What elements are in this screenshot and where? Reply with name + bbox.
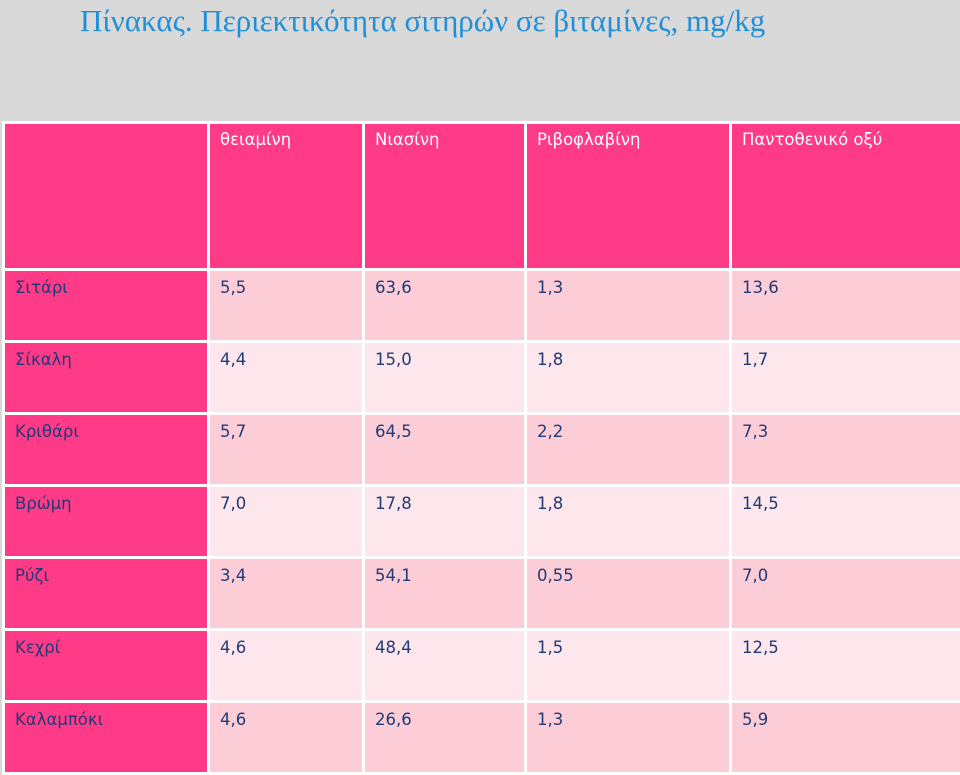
cell-niacin: 64,5 [364,414,526,486]
cell-pantothenic-acid: 1,7 [731,342,960,414]
row-label: Κριθάρι [4,414,209,486]
cell-pantothenic-acid: 14,5 [731,486,960,558]
table-row: Καλαμπόκι 4,6 26,6 1,3 5,9 [4,702,960,774]
row-label: Σίκαλη [4,342,209,414]
cell-niacin: 54,1 [364,558,526,630]
cell-niacin: 48,4 [364,630,526,702]
cell-pantothenic-acid: 12,5 [731,630,960,702]
cell-riboflavin: 2,2 [526,414,731,486]
cell-niacin: 15,0 [364,342,526,414]
row-label: Βρώμη [4,486,209,558]
cell-riboflavin: 1,8 [526,342,731,414]
cell-pantothenic-acid: 7,0 [731,558,960,630]
row-label: Κεχρί [4,630,209,702]
cell-thiamine: 3,4 [209,558,364,630]
page-title: Πίνακας. Περιεκτικότητα σιτηρών σε βιταμ… [80,2,765,40]
table-row: Κεχρί 4,6 48,4 1,5 12,5 [4,630,960,702]
cell-thiamine: 4,6 [209,702,364,774]
cell-thiamine: 7,0 [209,486,364,558]
table-row: Κριθάρι 5,7 64,5 2,2 7,3 [4,414,960,486]
cell-thiamine: 4,4 [209,342,364,414]
cell-niacin: 26,6 [364,702,526,774]
table-row: Βρώμη 7,0 17,8 1,8 14,5 [4,486,960,558]
header-riboflavin: Ριβοφλαβίνη [526,123,731,270]
header-niacin: Νιασίνη [364,123,526,270]
cell-thiamine: 5,5 [209,270,364,342]
cell-pantothenic-acid: 7,3 [731,414,960,486]
cell-thiamine: 4,6 [209,630,364,702]
cell-riboflavin: 1,8 [526,486,731,558]
vitamin-table: θειαμίνη Νιασίνη Ριβοφλαβίνη Παντοθενικό… [2,121,960,775]
cell-riboflavin: 1,5 [526,630,731,702]
cell-niacin: 63,6 [364,270,526,342]
vitamin-table-container: θειαμίνη Νιασίνη Ριβοφλαβίνη Παντοθενικό… [2,121,960,774]
cell-pantothenic-acid: 5,9 [731,702,960,774]
cell-pantothenic-acid: 13,6 [731,270,960,342]
table-row: Σιτάρι 5,5 63,6 1,3 13,6 [4,270,960,342]
header-corner-cell [4,123,209,270]
cell-niacin: 17,8 [364,486,526,558]
cell-riboflavin: 0,55 [526,558,731,630]
table-row: Ρύζι 3,4 54,1 0,55 7,0 [4,558,960,630]
cell-thiamine: 5,7 [209,414,364,486]
row-label: Ρύζι [4,558,209,630]
cell-riboflavin: 1,3 [526,702,731,774]
cell-riboflavin: 1,3 [526,270,731,342]
row-label: Σιτάρι [4,270,209,342]
header-thiamine: θειαμίνη [209,123,364,270]
row-label: Καλαμπόκι [4,702,209,774]
header-pantothenic-acid: Παντοθενικό οξύ [731,123,960,270]
header-row: θειαμίνη Νιασίνη Ριβοφλαβίνη Παντοθενικό… [4,123,960,270]
table-row: Σίκαλη 4,4 15,0 1,8 1,7 [4,342,960,414]
